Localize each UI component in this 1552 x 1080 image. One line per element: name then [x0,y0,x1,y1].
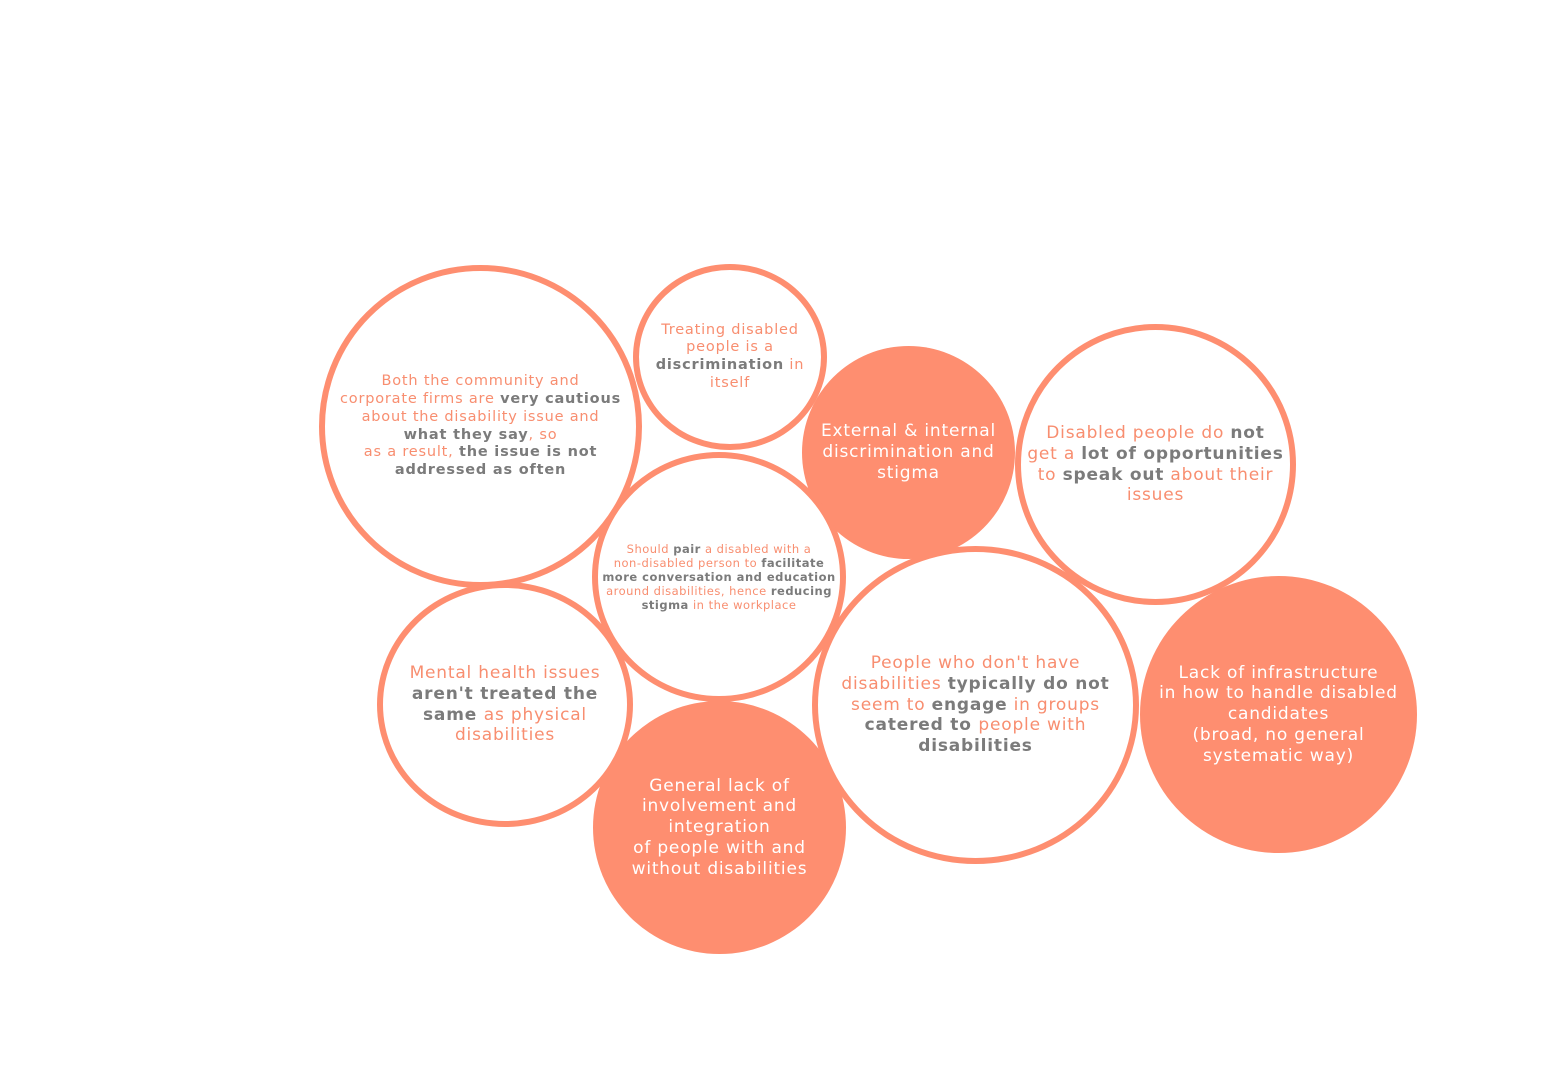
bubble-external-discrimination: External & internal discrimination and s… [802,346,1015,559]
bubble-external-text: External & internal discrimination and s… [820,421,997,483]
bubble-infrastructure: Lack of infrastructure in how to handle … [1140,576,1417,853]
bubble-cautious-text: Both the community and corporate firms a… [340,373,621,478]
bubble-treating-text: Treating disabled people is a discrimina… [655,321,805,391]
bubble-engage-text: People who don't have disabilities typic… [841,653,1110,757]
bubble-engage: People who don't have disabilities typic… [812,546,1139,864]
bubble-opportunities-text: Disabled people do not get a lot of oppo… [1027,423,1284,506]
bubble-infrastructure-text: Lack of infrastructure in how to handle … [1159,662,1398,766]
bubble-opportunities: Disabled people do not get a lot of oppo… [1015,324,1296,605]
bubble-involvement-text: General lack of involvement and integrat… [631,775,808,879]
bubble-treating: Treating disabled people is a discrimina… [633,264,827,450]
bubble-pair-text: Should pair a disabled with a non-disabl… [602,541,836,613]
bubble-involvement: General lack of involvement and integrat… [593,701,846,954]
bubble-mental-health: Mental health issues aren't treated the … [377,582,633,827]
bubble-pair: Should pair a disabled with a non-disabl… [592,452,846,702]
bubble-mental-text: Mental health issues aren't treated the … [409,663,601,746]
bubble-cautious: Both the community and corporate firms a… [319,265,642,588]
